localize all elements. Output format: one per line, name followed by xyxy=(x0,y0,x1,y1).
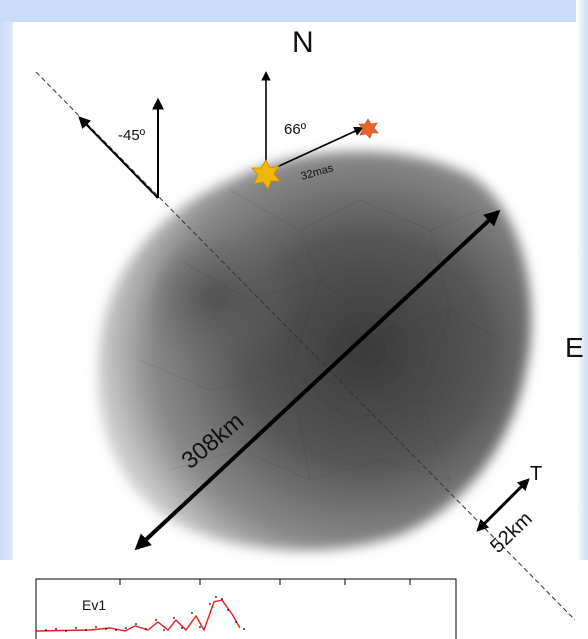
lightcurve-points xyxy=(45,596,245,632)
inset-event-label: Ev1 xyxy=(82,597,106,613)
star-icon xyxy=(358,118,379,139)
angle-indicator-right xyxy=(261,71,364,173)
east-label: E xyxy=(565,332,584,363)
short-axis-arrow xyxy=(476,478,530,532)
star-icon xyxy=(251,159,281,190)
lightcurve-inset: Ev1 xyxy=(35,578,457,639)
background-right-strip xyxy=(576,0,588,560)
asteroid-shape xyxy=(97,151,532,551)
angle-left-label: -45º xyxy=(118,127,146,144)
long-axis-arrow xyxy=(134,209,501,551)
short-axis-end-label: T xyxy=(530,463,542,485)
angle-indicator-left xyxy=(78,97,164,199)
angle-right-label: 66º xyxy=(284,121,307,138)
north-label: N xyxy=(292,26,314,59)
lightcurve-fit-line xyxy=(35,599,241,632)
background-top-strip xyxy=(0,0,588,22)
